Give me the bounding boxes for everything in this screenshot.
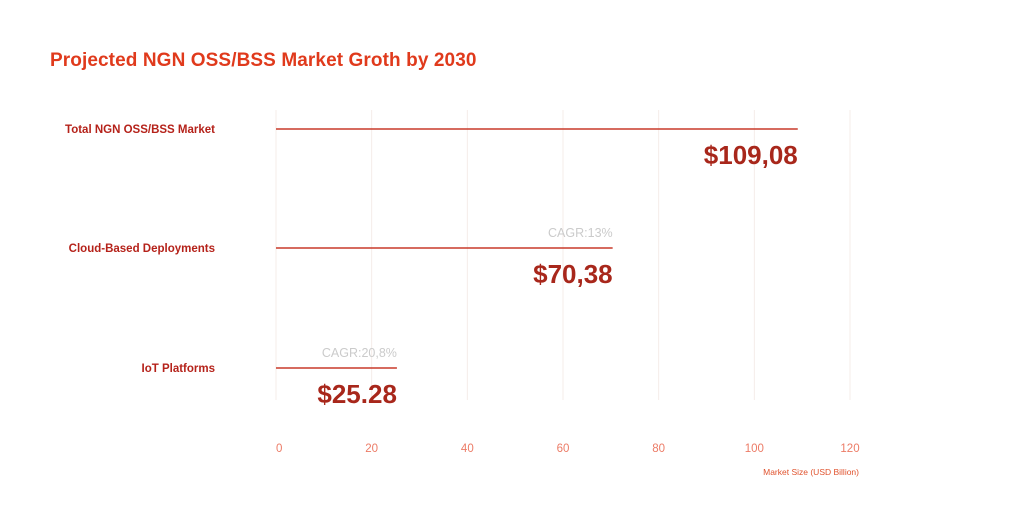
x-tick-label: 40: [461, 443, 474, 455]
x-axis-title: Market Size (USD Billion): [763, 467, 859, 477]
cagr-annotation: CAGR:20,8%: [322, 346, 397, 360]
x-tick-label: 20: [365, 443, 378, 455]
chart-title: Projected NGN OSS/BSS Market Groth by 20…: [50, 50, 477, 71]
x-tick-label: 120: [840, 443, 859, 455]
x-tick-label: 0: [276, 443, 282, 455]
x-axis: 0 20 40 60 80 100 120 Market Size (USD Billion): [276, 443, 860, 477]
cagr-annotation: CAGR:13%: [548, 226, 613, 240]
value-label: $25.28: [317, 379, 397, 409]
x-tick-label: 100: [745, 443, 764, 455]
value-label: $70,38: [533, 259, 613, 289]
labels: Total NGN OSS/BSS Market $109,08 Cloud-Bas…: [65, 124, 798, 409]
category-label: IoT Platforms: [142, 363, 215, 375]
grid-lines: [275, 110, 851, 400]
x-tick-label: 80: [652, 443, 665, 455]
category-label: Total NGN OSS/BSS Market: [65, 124, 215, 136]
value-label: $109,08: [704, 140, 798, 170]
category-label: Cloud-Based Deployments: [69, 243, 215, 255]
x-tick-label: 60: [557, 443, 570, 455]
bars: [276, 128, 798, 369]
